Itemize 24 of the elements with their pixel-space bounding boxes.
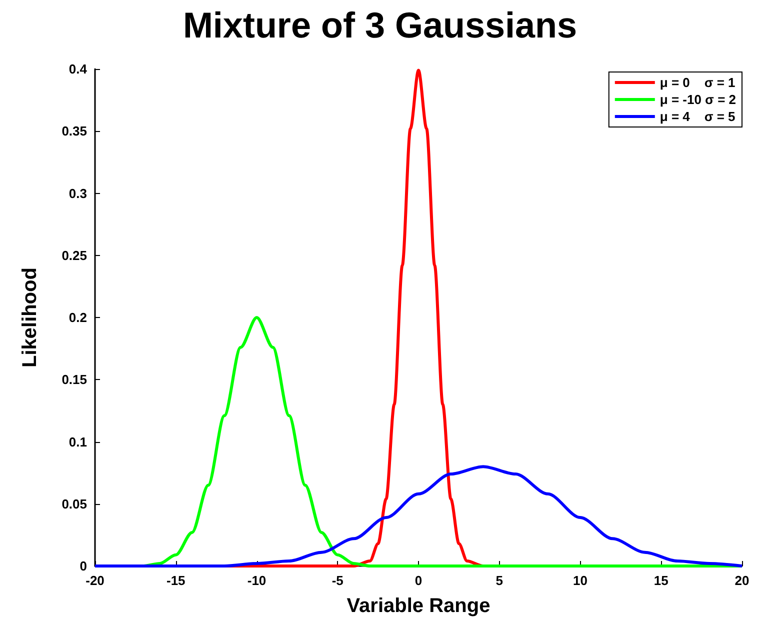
- legend-label: μ = -10 σ = 2: [660, 92, 736, 107]
- y-tick-label: 0.3: [68, 186, 87, 201]
- legend-label: μ = 4 σ = 5: [660, 109, 736, 124]
- y-tick-label: 0.4: [68, 62, 88, 76]
- x-tick-label: -20: [86, 573, 104, 588]
- y-tick-label: 0.1: [68, 434, 87, 450]
- y-tick-label: 0.25: [62, 248, 87, 263]
- x-tick-label: -10: [247, 573, 266, 588]
- x-tick-label: -15: [166, 573, 186, 588]
- y-tick-label: 0.15: [62, 372, 87, 388]
- legend-label: μ = 0 σ = 1: [660, 75, 736, 90]
- y-tick-label: 0.05: [62, 496, 87, 512]
- y-tick-label: 0.35: [62, 124, 87, 139]
- x-tick-label: 20: [734, 573, 750, 588]
- x-axis-title: Variable Range: [346, 595, 490, 617]
- x-tick-label: -5: [332, 573, 344, 588]
- chart-title: Mixture of 3 Gaussians: [182, 4, 578, 46]
- y-tick-label: 0.2: [68, 310, 87, 325]
- x-tick-label: 10: [573, 573, 588, 588]
- y-axis-title: Likelihood: [19, 268, 41, 368]
- y-tick-label: 0: [80, 558, 87, 574]
- x-tick-label: 15: [654, 573, 668, 588]
- x-tick-label: 0: [414, 573, 422, 588]
- x-tick-label: 5: [496, 573, 503, 588]
